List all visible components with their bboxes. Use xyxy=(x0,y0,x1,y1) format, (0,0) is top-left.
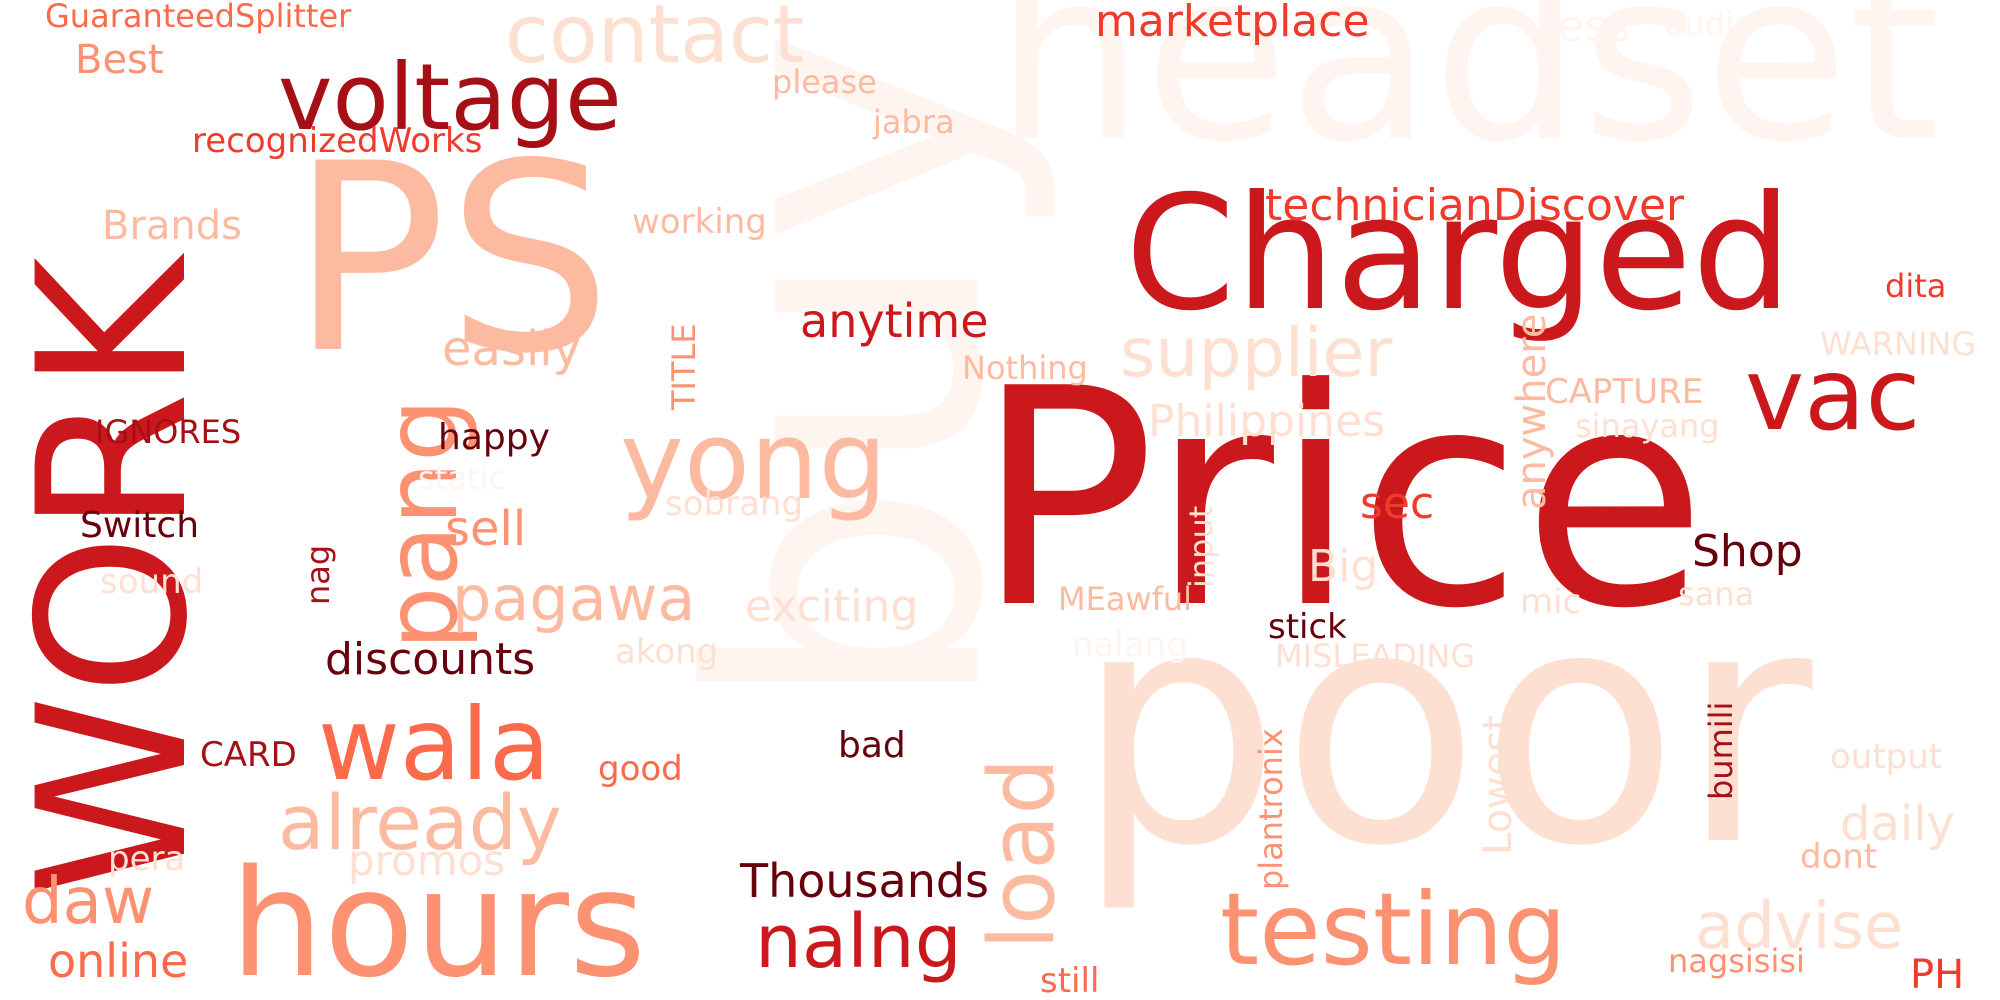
word-sana: sana xyxy=(1678,575,1755,613)
word-WARNING: WARNING xyxy=(1820,325,1977,363)
word-anytime: anytime xyxy=(800,294,989,348)
word-still: still xyxy=(1040,961,1100,1000)
word-sobrang: sobrang xyxy=(665,484,804,524)
word-poor: poor xyxy=(1075,538,1813,917)
word-Charged: Charged xyxy=(1125,162,1793,346)
word-GuaranteedSplitter: GuaranteedSplitter xyxy=(45,0,352,35)
word-Big: Big xyxy=(1308,541,1379,592)
word-headset: headset xyxy=(995,0,1941,194)
word-vac: vac xyxy=(1745,336,1921,453)
word-akong: akong xyxy=(615,632,719,672)
word-sec: sec xyxy=(1360,478,1435,529)
word-load: load xyxy=(970,757,1075,950)
word-promos: promos xyxy=(348,836,506,885)
word-good: good xyxy=(598,749,683,789)
word-happy: happy xyxy=(438,417,550,458)
word-advise: advise xyxy=(1695,890,1904,964)
word-Switch: Switch xyxy=(80,505,200,546)
word-MISLEADING: MISLEADING xyxy=(1275,637,1476,675)
word-recognizedWorks: recognizedWorks xyxy=(192,121,483,161)
word-audio: audio xyxy=(1665,5,1754,43)
word-discounts: discounts xyxy=(325,634,536,685)
word-bad: bad xyxy=(838,725,906,766)
word-Brands: Brands xyxy=(102,203,242,249)
word-CAPTURE: CAPTURE xyxy=(1545,372,1704,412)
word-less: less xyxy=(1545,1,1631,52)
word-Shop: Shop xyxy=(1692,526,1803,577)
word-supplier: supplier xyxy=(1120,314,1393,393)
word-exciting: exciting xyxy=(745,581,919,632)
word-hours: hours xyxy=(230,838,647,1000)
word-jabra: jabra xyxy=(873,103,955,141)
word-marketplace: marketplace xyxy=(1095,0,1370,47)
word-testing: testing xyxy=(1220,871,1567,988)
word-static: static xyxy=(418,459,506,497)
word-dont: dont xyxy=(1800,837,1878,877)
word-pagawa: pagawa xyxy=(452,562,696,635)
word-mic: mic xyxy=(1520,582,1582,622)
word-voltage: voltage xyxy=(278,44,622,151)
word-sound: sound xyxy=(100,562,204,602)
word-Philippines: Philippines xyxy=(1148,396,1386,447)
word-technicianDiscover: technicianDiscover xyxy=(1265,180,1685,231)
word-daily: daily xyxy=(1840,796,1955,852)
word-already: already xyxy=(278,778,562,867)
word-Best: Best xyxy=(75,37,164,83)
word-MEawful: MEawful xyxy=(1058,580,1193,618)
word-contact: contact xyxy=(505,0,805,81)
word-nalang: nalang xyxy=(1072,625,1188,665)
word-daw: daw xyxy=(22,865,155,939)
word-nalng: nalng xyxy=(755,899,962,985)
word-CARD: CARD xyxy=(200,735,297,775)
word-sinayang: sinayang xyxy=(1575,407,1720,445)
word-wala: wala xyxy=(318,686,551,803)
word-sell: sell xyxy=(445,501,527,557)
word-Lowest: Lowest xyxy=(1475,715,1521,855)
word-TITLE: TITLE xyxy=(665,323,703,410)
word-stick: stick xyxy=(1268,607,1347,647)
word-nagsisisi: nagsisisi xyxy=(1668,942,1805,980)
word-IGNORES: IGNORES xyxy=(95,413,242,451)
word-output: output xyxy=(1830,737,1943,777)
word-easily: easily xyxy=(442,321,582,377)
word-PS: PS xyxy=(290,109,612,411)
word-bumili: bumili xyxy=(1702,701,1740,800)
word-yong: yong xyxy=(620,399,887,524)
word-Nothing: Nothing xyxy=(962,349,1088,387)
word-Price: Price xyxy=(975,325,1707,674)
word-nag: nag xyxy=(299,544,337,605)
word-PH: PH xyxy=(1910,952,1965,998)
word-please: please xyxy=(772,63,877,101)
word-dita: dita xyxy=(1885,267,1947,305)
word-online: online xyxy=(48,934,189,988)
word-plantronix: plantronix xyxy=(1252,728,1290,890)
word-pera: pera xyxy=(108,839,186,879)
word-Thousands: Thousands xyxy=(740,854,990,908)
word-input: input xyxy=(1182,505,1220,588)
word-working: working xyxy=(632,202,767,242)
